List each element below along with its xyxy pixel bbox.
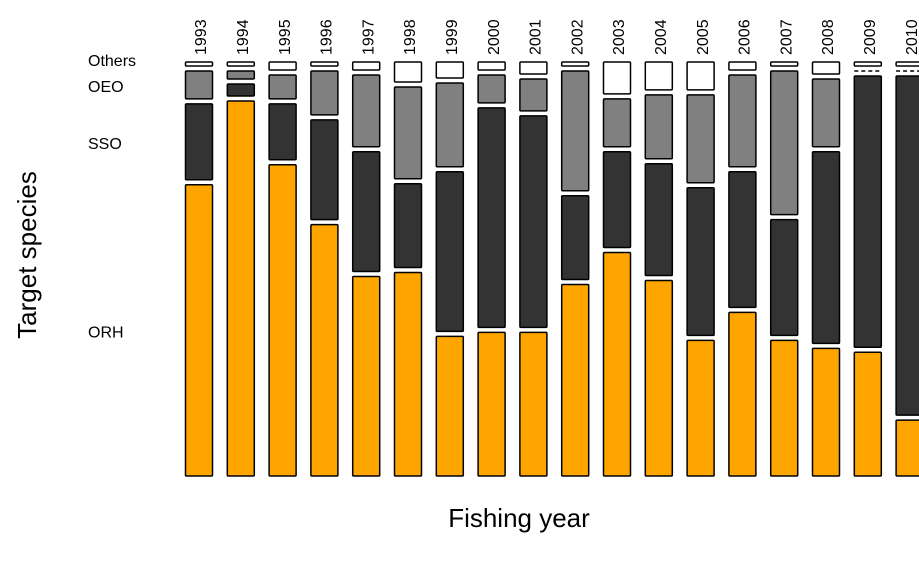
segment xyxy=(644,279,674,477)
segment xyxy=(519,61,548,75)
x-tick-label: 1994 xyxy=(235,19,252,55)
segment xyxy=(811,61,841,75)
segment xyxy=(853,75,883,349)
x-tick-label: 2009 xyxy=(862,19,879,55)
segment xyxy=(226,100,256,477)
segment xyxy=(560,194,590,281)
x-tick-label: 2007 xyxy=(778,19,795,55)
segment xyxy=(602,98,632,148)
segment xyxy=(351,61,381,71)
segment xyxy=(853,351,883,477)
segment xyxy=(811,78,841,148)
segment xyxy=(560,70,590,192)
segment xyxy=(769,70,799,216)
segment xyxy=(519,115,548,329)
segment xyxy=(226,83,256,97)
segment xyxy=(769,61,799,67)
segment xyxy=(560,283,590,477)
segment xyxy=(686,339,715,477)
segment xyxy=(602,151,632,249)
segment xyxy=(477,61,506,71)
x-tick-label: 2004 xyxy=(653,19,670,55)
segment xyxy=(519,331,548,477)
x-tick-label: 2000 xyxy=(486,19,503,55)
x-tick-label: 2006 xyxy=(737,19,754,55)
segment xyxy=(268,164,297,477)
segment xyxy=(184,103,214,181)
segment xyxy=(435,82,465,168)
segment xyxy=(895,75,919,416)
segment xyxy=(435,171,465,333)
segment xyxy=(268,61,297,71)
segment xyxy=(602,251,632,477)
segment xyxy=(769,339,799,477)
segment xyxy=(393,61,423,83)
segment xyxy=(686,61,715,91)
segment xyxy=(853,61,883,67)
segment xyxy=(393,182,423,269)
segment xyxy=(310,119,339,221)
segment xyxy=(477,74,506,104)
segment xyxy=(519,78,548,112)
x-tick-label: 2010 xyxy=(904,19,919,55)
segment xyxy=(435,335,465,477)
segment xyxy=(728,171,757,309)
segment xyxy=(226,61,256,67)
x-tick-label: 1999 xyxy=(444,19,461,55)
row-label: SSO xyxy=(88,136,122,153)
x-tick-label: 2008 xyxy=(820,19,837,55)
segment xyxy=(477,331,506,477)
segment xyxy=(268,103,297,161)
segment xyxy=(602,61,632,95)
segment xyxy=(393,86,423,180)
segment xyxy=(268,74,297,100)
segment xyxy=(895,61,919,67)
segment xyxy=(184,183,214,477)
segment xyxy=(644,163,674,277)
segment xyxy=(560,61,590,67)
segment xyxy=(351,275,381,477)
segment xyxy=(728,311,757,477)
segment xyxy=(393,271,423,477)
segment xyxy=(435,61,465,79)
segment xyxy=(477,107,506,329)
row-label: ORH xyxy=(88,325,124,342)
row-label: OEO xyxy=(88,79,124,96)
segment xyxy=(351,151,381,273)
segment xyxy=(310,70,339,116)
segment xyxy=(686,186,715,337)
segment xyxy=(644,61,674,91)
x-tick-label: 2002 xyxy=(569,19,586,55)
x-tick-label: 1995 xyxy=(277,19,294,55)
segment xyxy=(310,61,339,67)
segment xyxy=(351,74,381,148)
x-tick-label: 1996 xyxy=(319,19,336,55)
segment xyxy=(310,223,339,477)
segment xyxy=(728,61,757,71)
x-tick-label: 1997 xyxy=(360,19,377,55)
segment xyxy=(728,74,757,168)
segment xyxy=(686,94,715,184)
segment xyxy=(811,151,841,345)
segment xyxy=(811,347,841,477)
segment xyxy=(644,94,674,160)
segment xyxy=(769,218,799,337)
x-tick-label: 1993 xyxy=(193,19,210,55)
x-tick-label: 1998 xyxy=(402,19,419,55)
x-tick-label: 2003 xyxy=(611,19,628,55)
y-axis-title: Target species xyxy=(12,171,42,339)
row-label: Others xyxy=(88,53,136,70)
segment xyxy=(226,70,256,80)
x-axis-title: Fishing year xyxy=(448,503,590,533)
segment xyxy=(184,70,214,100)
x-tick-label: 2001 xyxy=(528,19,545,55)
segment xyxy=(895,419,919,477)
segment xyxy=(184,61,214,67)
x-tick-label: 2005 xyxy=(695,19,712,55)
